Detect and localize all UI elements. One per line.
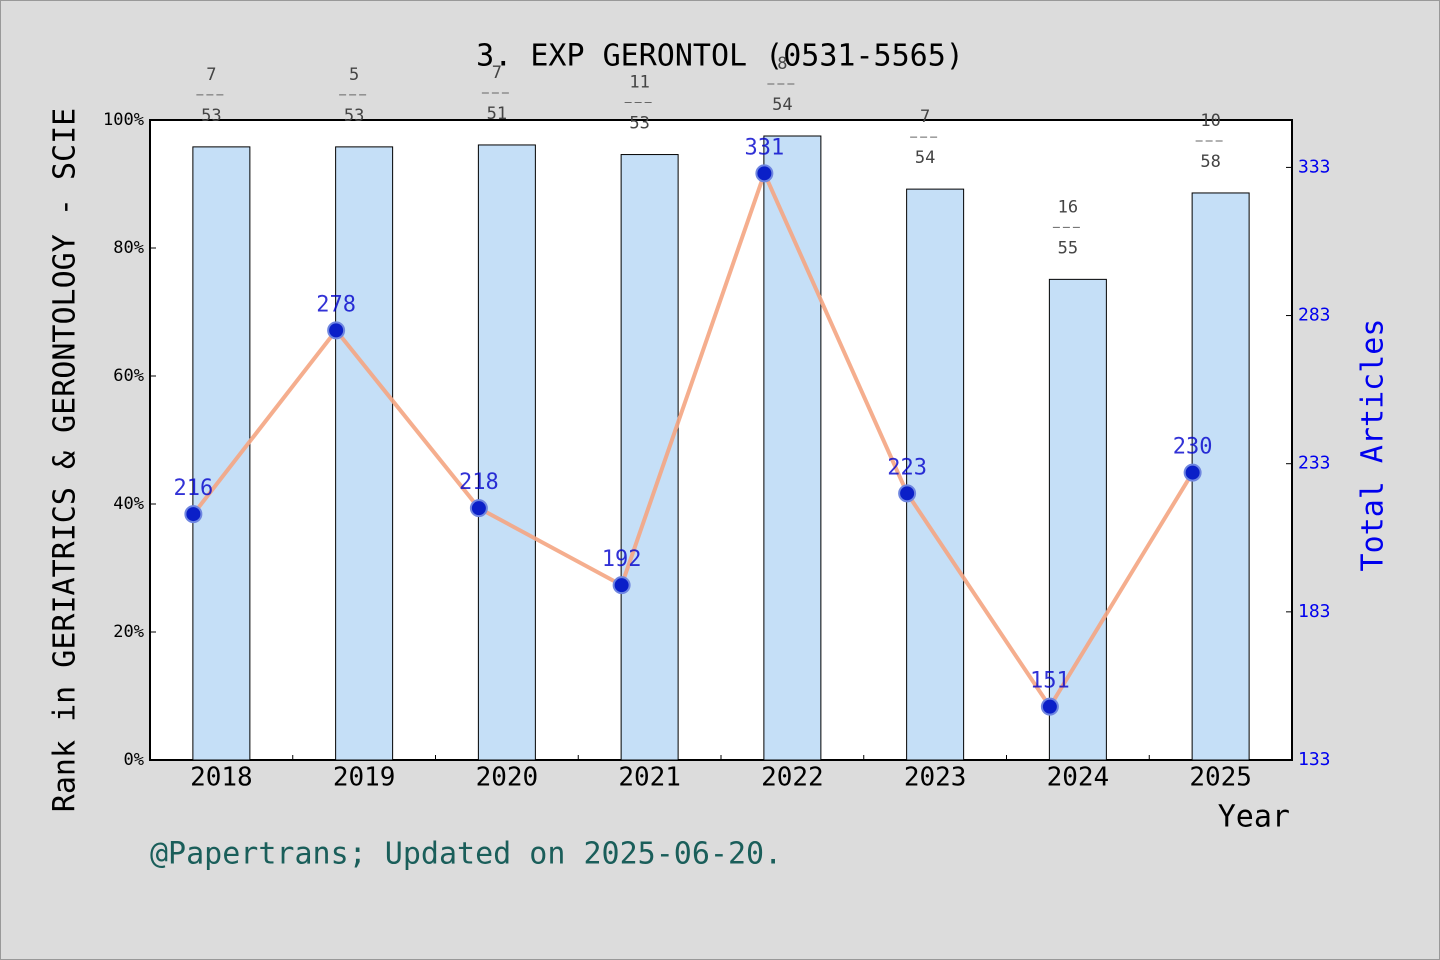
bar bbox=[477, 144, 536, 761]
y-tick-label: 40% bbox=[113, 494, 144, 514]
footer: @Papertrans; Updated on 2025-06-20. bbox=[150, 837, 782, 872]
point bbox=[1040, 697, 1059, 716]
line bbox=[191, 167, 1195, 711]
value-label: 151 bbox=[1030, 669, 1070, 694]
y2-axis-label: Total Articles bbox=[1356, 319, 1391, 572]
value-label: 278 bbox=[316, 292, 356, 317]
rank-total-label: 58 bbox=[1200, 152, 1220, 172]
value-label: 192 bbox=[602, 547, 642, 572]
y-tick-label: 100% bbox=[103, 110, 144, 130]
bar bbox=[763, 135, 822, 761]
rank-label: 7 bbox=[920, 107, 930, 127]
rank-label: 11 bbox=[629, 73, 649, 93]
rank-label: 7 bbox=[492, 63, 502, 83]
point bbox=[755, 164, 774, 183]
rank-label: 10 bbox=[1200, 111, 1220, 131]
bar bbox=[1048, 278, 1107, 761]
point bbox=[184, 505, 203, 524]
bar bbox=[335, 146, 394, 761]
chart-title: 3. EXP GERONTOL (0531-5565) bbox=[476, 39, 964, 74]
y-axis-label: Rank in GERIATRICS & GERONTOLOGY - SCIE bbox=[48, 108, 83, 812]
y2-tick-label: 233 bbox=[1298, 453, 1331, 474]
rank-total-label: 54 bbox=[915, 148, 935, 168]
y2-tick-label: 133 bbox=[1298, 749, 1331, 770]
y-tick-label: 20% bbox=[113, 622, 144, 642]
value-label: 216 bbox=[174, 476, 214, 501]
rank-total-label: 53 bbox=[629, 114, 649, 134]
y2-tick-label: 183 bbox=[1298, 601, 1331, 622]
value-label: 331 bbox=[745, 135, 785, 160]
x-tick-label: 2022 bbox=[761, 763, 824, 793]
value-label: 218 bbox=[459, 470, 499, 495]
rank-total-label: 53 bbox=[344, 106, 364, 126]
bar bbox=[906, 188, 965, 761]
value-label: 230 bbox=[1173, 435, 1213, 460]
x-tick-label: 2018 bbox=[190, 763, 253, 793]
x-tick-label: 2020 bbox=[476, 763, 539, 793]
x-tick-label: 2019 bbox=[333, 763, 396, 793]
bar bbox=[620, 154, 679, 761]
point bbox=[898, 484, 917, 503]
value-label: 223 bbox=[887, 455, 927, 480]
x-tick-label: 2023 bbox=[904, 763, 967, 793]
rank-label: 5 bbox=[349, 65, 359, 85]
x-tick-label: 2021 bbox=[618, 763, 681, 793]
y2-tick-label: 283 bbox=[1298, 305, 1331, 326]
rank-total-label: 54 bbox=[772, 95, 792, 115]
rank-total-label: 53 bbox=[201, 106, 221, 126]
y-tick-label: 80% bbox=[113, 238, 144, 258]
x-tick-label: 2025 bbox=[1189, 763, 1252, 793]
rank-total-label: 55 bbox=[1058, 238, 1078, 258]
rank-total-label: 51 bbox=[487, 104, 507, 124]
x-tick-label: 2024 bbox=[1047, 763, 1110, 793]
y-tick-label: 0% bbox=[124, 750, 144, 770]
y-tick-label: 60% bbox=[113, 366, 144, 386]
point bbox=[1183, 463, 1202, 482]
rank-label: 8 bbox=[777, 54, 787, 74]
y2-tick-label: 333 bbox=[1298, 156, 1331, 177]
x-axis-label: Year bbox=[1218, 800, 1290, 835]
rank-label: 16 bbox=[1058, 197, 1078, 217]
point bbox=[327, 321, 346, 340]
point bbox=[612, 576, 631, 595]
bar bbox=[1191, 192, 1250, 761]
point bbox=[469, 499, 488, 518]
rank-label: 7 bbox=[206, 65, 216, 85]
plot-area bbox=[149, 119, 1293, 761]
